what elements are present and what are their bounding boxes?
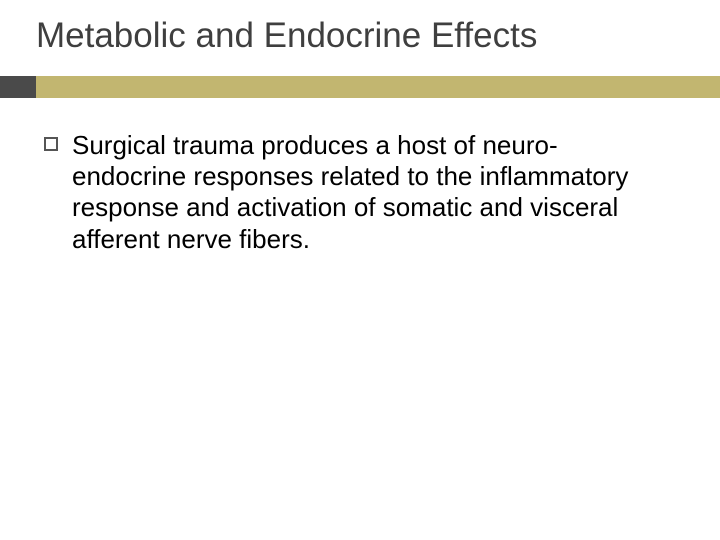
accent-bar-segment: [0, 76, 36, 98]
square-bullet-icon: [44, 137, 58, 151]
main-bar-segment: [36, 76, 720, 98]
list-item: Surgical trauma produces a host of neuro…: [44, 130, 660, 255]
content-area: Surgical trauma produces a host of neuro…: [44, 130, 660, 255]
slide: Metabolic and Endocrine Effects Surgical…: [0, 0, 720, 540]
slide-title: Metabolic and Endocrine Effects: [36, 16, 537, 56]
bullet-text: Surgical trauma produces a host of neuro…: [72, 130, 660, 255]
title-underline-bar: [0, 76, 720, 98]
